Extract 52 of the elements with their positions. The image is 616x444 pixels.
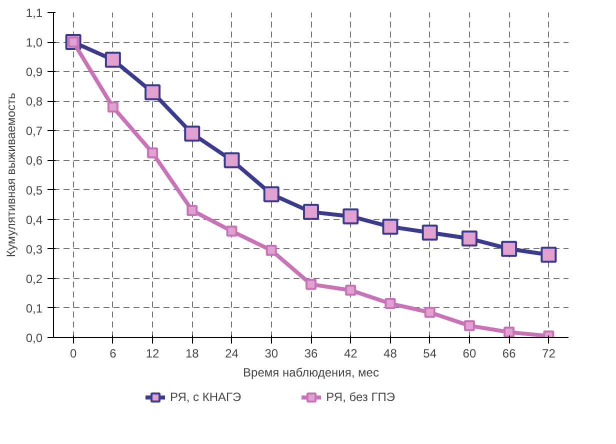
- point: [540, 246, 557, 263]
- legend-label: РЯ, без ГПЭ: [326, 390, 395, 404]
- point: [306, 278, 316, 290]
- point: [303, 204, 319, 220]
- y-tick-label: 0,2: [26, 272, 43, 286]
- y-tick-label: 0,4: [26, 212, 43, 227]
- point: [184, 126, 200, 142]
- point: [424, 306, 436, 318]
- point: [266, 244, 277, 256]
- x-tick-label: 12: [146, 346, 160, 360]
- x-tick-label: 72: [542, 346, 556, 360]
- y-tick-label: 0,1: [26, 301, 43, 316]
- y-tick-label: 1,0: [26, 36, 43, 50]
- x-tick-label: 66: [502, 346, 516, 360]
- y-tick-label: 1,1: [26, 6, 43, 20]
- point: [224, 152, 240, 168]
- point: [226, 226, 238, 237]
- x-tick-label: 18: [185, 346, 200, 360]
- x-tick-label: 0: [70, 346, 77, 360]
- point: [345, 284, 356, 296]
- point: [461, 230, 478, 247]
- point: [464, 320, 475, 332]
- x-tick-label: 6: [110, 346, 117, 360]
- x-tick-label: 30: [264, 346, 278, 360]
- y-axis-title: Кумулятивная выживаемость: [4, 92, 18, 258]
- y-tick-label: 0,8: [26, 94, 43, 109]
- x-tick-label: 42: [344, 346, 358, 360]
- y-tick-label: 0,9: [26, 65, 43, 80]
- y-tick-label: 0,0: [26, 331, 43, 345]
- point: [263, 186, 280, 202]
- x-tick-label: 48: [384, 346, 398, 360]
- point: [504, 326, 515, 338]
- point: [501, 240, 518, 257]
- x-tick-label: 60: [462, 346, 476, 360]
- x-tick-label: 54: [423, 346, 437, 360]
- x-tick-label: 36: [304, 346, 318, 360]
- point: [382, 218, 398, 235]
- point: [104, 52, 121, 68]
- point: [186, 204, 198, 216]
- point: [342, 208, 359, 224]
- legend-label: РЯ, с КНАГЭ: [170, 390, 242, 404]
- y-tick-label: 0,6: [26, 154, 43, 168]
- point: [422, 224, 438, 241]
- point: [107, 102, 118, 113]
- y-tick-label: 0,7: [26, 124, 43, 138]
- point: [144, 84, 161, 100]
- point: [384, 298, 396, 310]
- x-tick-label: 24: [225, 346, 239, 360]
- point: [147, 147, 158, 158]
- x-axis-title: Время наблюдения, мес: [243, 366, 379, 380]
- y-tick-label: 0,5: [26, 183, 43, 198]
- y-tick-label: 0,3: [26, 242, 43, 256]
